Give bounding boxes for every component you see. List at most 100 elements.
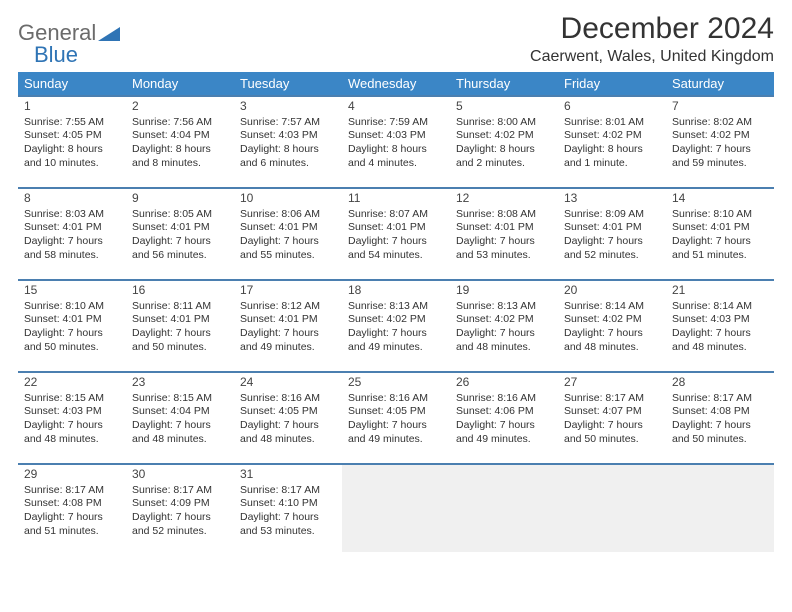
sunset-text: Sunset: 4:03 PM [24,405,120,419]
day-number: 9 [132,191,228,207]
calendar-cell [558,464,666,552]
sunset-text: Sunset: 4:01 PM [24,221,120,235]
sunset-text: Sunset: 4:01 PM [240,221,336,235]
sunrise-text: Sunrise: 8:05 AM [132,208,228,222]
brand-part2: Blue [34,42,78,68]
day-number: 13 [564,191,660,207]
calendar-cell: 30Sunrise: 8:17 AMSunset: 4:09 PMDayligh… [126,464,234,552]
calendar-cell: 26Sunrise: 8:16 AMSunset: 4:06 PMDayligh… [450,372,558,460]
daylight-text: Daylight: 7 hours and 54 minutes. [348,235,444,262]
sunrise-text: Sunrise: 8:14 AM [672,300,768,314]
calendar-cell: 31Sunrise: 8:17 AMSunset: 4:10 PMDayligh… [234,464,342,552]
sunset-text: Sunset: 4:02 PM [456,129,552,143]
calendar-cell: 29Sunrise: 8:17 AMSunset: 4:08 PMDayligh… [18,464,126,552]
sunrise-text: Sunrise: 8:15 AM [132,392,228,406]
daylight-text: Daylight: 7 hours and 50 minutes. [564,419,660,446]
daylight-text: Daylight: 7 hours and 49 minutes. [348,327,444,354]
daylight-text: Daylight: 7 hours and 49 minutes. [456,419,552,446]
daylight-text: Daylight: 7 hours and 48 minutes. [456,327,552,354]
sunset-text: Sunset: 4:02 PM [564,129,660,143]
sunset-text: Sunset: 4:03 PM [672,313,768,327]
sunset-text: Sunset: 4:07 PM [564,405,660,419]
sunrise-text: Sunrise: 8:08 AM [456,208,552,222]
day-number: 19 [456,283,552,299]
calendar-cell: 14Sunrise: 8:10 AMSunset: 4:01 PMDayligh… [666,188,774,276]
calendar-cell: 12Sunrise: 8:08 AMSunset: 4:01 PMDayligh… [450,188,558,276]
sunrise-text: Sunrise: 8:13 AM [348,300,444,314]
sunset-text: Sunset: 4:10 PM [240,497,336,511]
sunrise-text: Sunrise: 8:15 AM [24,392,120,406]
day-number: 2 [132,99,228,115]
calendar-row: 1Sunrise: 7:55 AMSunset: 4:05 PMDaylight… [18,96,774,184]
day-number: 7 [672,99,768,115]
calendar-cell: 13Sunrise: 8:09 AMSunset: 4:01 PMDayligh… [558,188,666,276]
sunrise-text: Sunrise: 7:57 AM [240,116,336,130]
sunrise-text: Sunrise: 8:14 AM [564,300,660,314]
calendar-cell: 2Sunrise: 7:56 AMSunset: 4:04 PMDaylight… [126,96,234,184]
sunrise-text: Sunrise: 8:11 AM [132,300,228,314]
daylight-text: Daylight: 7 hours and 53 minutes. [240,511,336,538]
daylight-text: Daylight: 7 hours and 48 minutes. [672,327,768,354]
calendar-cell: 15Sunrise: 8:10 AMSunset: 4:01 PMDayligh… [18,280,126,368]
logo-triangle-icon [98,25,120,41]
day-number: 30 [132,467,228,483]
location-text: Caerwent, Wales, United Kingdom [530,48,774,66]
day-number: 3 [240,99,336,115]
calendar-cell: 22Sunrise: 8:15 AMSunset: 4:03 PMDayligh… [18,372,126,460]
sunrise-text: Sunrise: 8:02 AM [672,116,768,130]
sunrise-text: Sunrise: 8:06 AM [240,208,336,222]
calendar-cell: 16Sunrise: 8:11 AMSunset: 4:01 PMDayligh… [126,280,234,368]
sunset-text: Sunset: 4:05 PM [348,405,444,419]
sunset-text: Sunset: 4:01 PM [348,221,444,235]
day-number: 23 [132,375,228,391]
calendar-cell [450,464,558,552]
day-number: 18 [348,283,444,299]
day-header: Tuesday [234,72,342,96]
sunset-text: Sunset: 4:02 PM [564,313,660,327]
daylight-text: Daylight: 7 hours and 50 minutes. [672,419,768,446]
sunrise-text: Sunrise: 8:17 AM [132,484,228,498]
sunrise-text: Sunrise: 7:55 AM [24,116,120,130]
daylight-text: Daylight: 7 hours and 49 minutes. [348,419,444,446]
calendar-cell: 11Sunrise: 8:07 AMSunset: 4:01 PMDayligh… [342,188,450,276]
sunset-text: Sunset: 4:01 PM [240,313,336,327]
calendar-cell: 5Sunrise: 8:00 AMSunset: 4:02 PMDaylight… [450,96,558,184]
sunrise-text: Sunrise: 8:03 AM [24,208,120,222]
sunset-text: Sunset: 4:04 PM [132,405,228,419]
brand-logo: General [18,12,120,46]
calendar-cell: 10Sunrise: 8:06 AMSunset: 4:01 PMDayligh… [234,188,342,276]
sunset-text: Sunset: 4:09 PM [132,497,228,511]
sunset-text: Sunset: 4:01 PM [456,221,552,235]
day-number: 15 [24,283,120,299]
day-number: 20 [564,283,660,299]
calendar-cell: 4Sunrise: 7:59 AMSunset: 4:03 PMDaylight… [342,96,450,184]
daylight-text: Daylight: 7 hours and 58 minutes. [24,235,120,262]
calendar-cell [342,464,450,552]
day-number: 26 [456,375,552,391]
sunrise-text: Sunrise: 8:17 AM [24,484,120,498]
day-number: 10 [240,191,336,207]
sunrise-text: Sunrise: 7:56 AM [132,116,228,130]
day-header: Thursday [450,72,558,96]
calendar-cell: 9Sunrise: 8:05 AMSunset: 4:01 PMDaylight… [126,188,234,276]
daylight-text: Daylight: 7 hours and 49 minutes. [240,327,336,354]
sunrise-text: Sunrise: 8:16 AM [348,392,444,406]
daylight-text: Daylight: 7 hours and 48 minutes. [24,419,120,446]
daylight-text: Daylight: 7 hours and 48 minutes. [564,327,660,354]
day-number: 31 [240,467,336,483]
day-number: 29 [24,467,120,483]
daylight-text: Daylight: 7 hours and 51 minutes. [672,235,768,262]
sunset-text: Sunset: 4:02 PM [348,313,444,327]
day-number: 21 [672,283,768,299]
day-number: 22 [24,375,120,391]
day-header: Wednesday [342,72,450,96]
daylight-text: Daylight: 7 hours and 48 minutes. [132,419,228,446]
daylight-text: Daylight: 8 hours and 6 minutes. [240,143,336,170]
sunrise-text: Sunrise: 8:09 AM [564,208,660,222]
calendar-cell: 6Sunrise: 8:01 AMSunset: 4:02 PMDaylight… [558,96,666,184]
sunrise-text: Sunrise: 8:10 AM [24,300,120,314]
day-number: 6 [564,99,660,115]
day-number: 25 [348,375,444,391]
day-header: Monday [126,72,234,96]
calendar-cell: 19Sunrise: 8:13 AMSunset: 4:02 PMDayligh… [450,280,558,368]
